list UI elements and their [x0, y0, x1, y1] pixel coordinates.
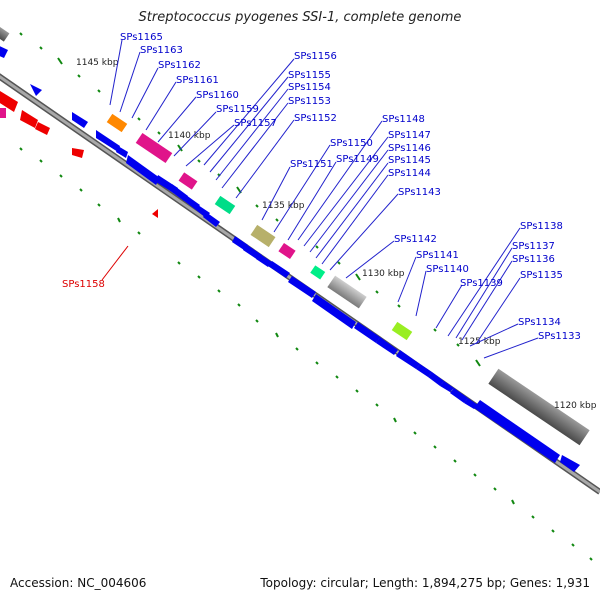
gene-label-sps1163: SPs1163	[140, 45, 183, 56]
gene-label-sps1156: SPs1156	[294, 51, 337, 62]
gene-label-sps1147: SPs1147	[388, 130, 431, 141]
gene-label-sps1150: SPs1150	[330, 138, 373, 149]
accession-text: Accession: NC_004606	[10, 576, 147, 590]
misc-features	[0, 25, 590, 446]
gene-label-sps1137: SPs1137	[512, 241, 555, 252]
gene-label-sps1138: SPs1138	[520, 221, 563, 232]
gene-label-sps1133: SPs1133	[538, 331, 581, 342]
leader-lines	[109, 39, 539, 359]
scale-labels: 1145 kbp 1140 kbp 1135 kbp 1130 kbp 1125…	[76, 58, 597, 411]
gene-label-sps1151: SPs1151	[290, 159, 333, 170]
genome-summary-text: Topology: circular; Length: 1,894,275 bp…	[260, 576, 590, 590]
scale-label-1135: 1135 kbp	[262, 201, 305, 211]
map-title: Streptococcus pyogenes SSI-1, complete g…	[138, 10, 462, 25]
gene-label-sps1153: SPs1153	[288, 96, 331, 107]
gene-label-sps1144: SPs1144	[388, 168, 431, 179]
gene-label-sps1143: SPs1143	[398, 187, 441, 198]
gene-label-sps1139: SPs1139	[460, 278, 503, 289]
gene-label-sps1154: SPs1154	[288, 82, 331, 93]
gene-label-sps1160: SPs1160	[196, 90, 239, 101]
gene-label-sps1152: SPs1152	[294, 113, 337, 124]
gene-label-sps1136: SPs1136	[512, 254, 555, 265]
gene-label-sps1146: SPs1146	[388, 143, 431, 154]
gene-label-sps1165: SPs1165	[120, 32, 163, 43]
gene-label-sps1161: SPs1161	[176, 75, 219, 86]
scale-label-1145: 1145 kbp	[76, 58, 119, 68]
scale-label-1130: 1130 kbp	[362, 269, 405, 279]
gene-label-sps1140: SPs1140	[426, 264, 469, 275]
gene-label-sps1142: SPs1142	[394, 234, 437, 245]
red-features	[0, 84, 158, 218]
gene-label-sps1158: SPs1158	[62, 279, 105, 290]
cds-features	[0, 46, 580, 472]
gene-label-sps1155: SPs1155	[288, 70, 331, 81]
scale-label-1140: 1140 kbp	[168, 131, 211, 141]
gene-label-sps1148: SPs1148	[382, 114, 425, 125]
highlight-leader	[101, 245, 129, 281]
gene-label-sps1141: SPs1141	[416, 250, 459, 261]
gene-label-sps1159: SPs1159	[216, 104, 259, 115]
scale-label-1120: 1120 kbp	[554, 401, 597, 411]
gene-label-sps1145: SPs1145	[388, 155, 431, 166]
gene-label-sps1162: SPs1162	[158, 60, 201, 71]
gene-labels: SPs1165 SPs1163 SPs1162 SPs1161 SPs1160 …	[120, 32, 581, 342]
gene-label-sps1134: SPs1134	[518, 317, 561, 328]
gene-label-sps1149: SPs1149	[336, 154, 379, 165]
outer-ticks	[19, 147, 593, 561]
gene-label-sps1135: SPs1135	[520, 270, 563, 281]
gene-label-sps1157: SPs1157	[234, 118, 277, 129]
